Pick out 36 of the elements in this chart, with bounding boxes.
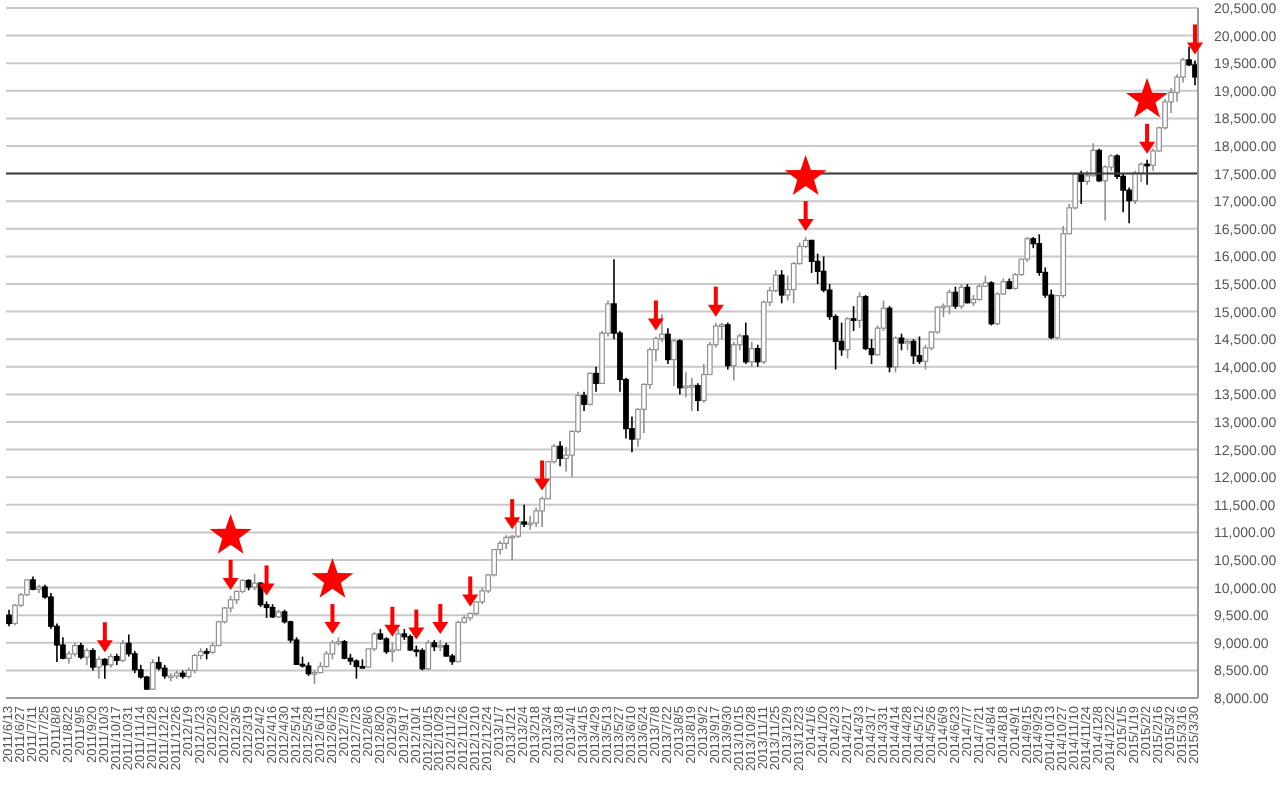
candlestick xyxy=(683,371,689,398)
candlestick xyxy=(419,647,426,672)
candlestick xyxy=(119,639,126,663)
candlestick xyxy=(425,639,432,672)
candlestick xyxy=(90,647,96,672)
candlestick xyxy=(527,515,533,531)
candlestick xyxy=(1096,147,1103,183)
candlestick xyxy=(677,338,683,396)
candlestick xyxy=(581,390,587,412)
candlestick xyxy=(689,377,695,412)
candlestick xyxy=(742,321,749,365)
candlestick xyxy=(101,657,108,680)
candlestick xyxy=(1192,59,1198,87)
candlestick xyxy=(521,504,527,528)
candlestick xyxy=(593,366,599,393)
candlestick xyxy=(96,655,102,680)
candlestick xyxy=(718,321,725,340)
candlestick xyxy=(353,658,360,680)
candlestick xyxy=(587,371,593,407)
candlestick xyxy=(916,335,923,365)
candlestick xyxy=(724,321,731,371)
candlestick xyxy=(754,343,761,368)
candlestick xyxy=(665,327,671,365)
candlestick xyxy=(1132,170,1138,205)
candlestick xyxy=(455,619,462,663)
candlestick xyxy=(778,269,785,305)
candlestick xyxy=(557,440,563,467)
candlestick xyxy=(988,280,995,327)
candlestick xyxy=(748,341,755,368)
candlestick xyxy=(850,305,857,332)
candlestick xyxy=(149,658,156,691)
candlestick xyxy=(730,341,737,382)
candlestick xyxy=(1078,170,1085,205)
candlestick xyxy=(191,653,198,674)
candlestick xyxy=(694,382,701,412)
candlestick xyxy=(671,338,677,387)
